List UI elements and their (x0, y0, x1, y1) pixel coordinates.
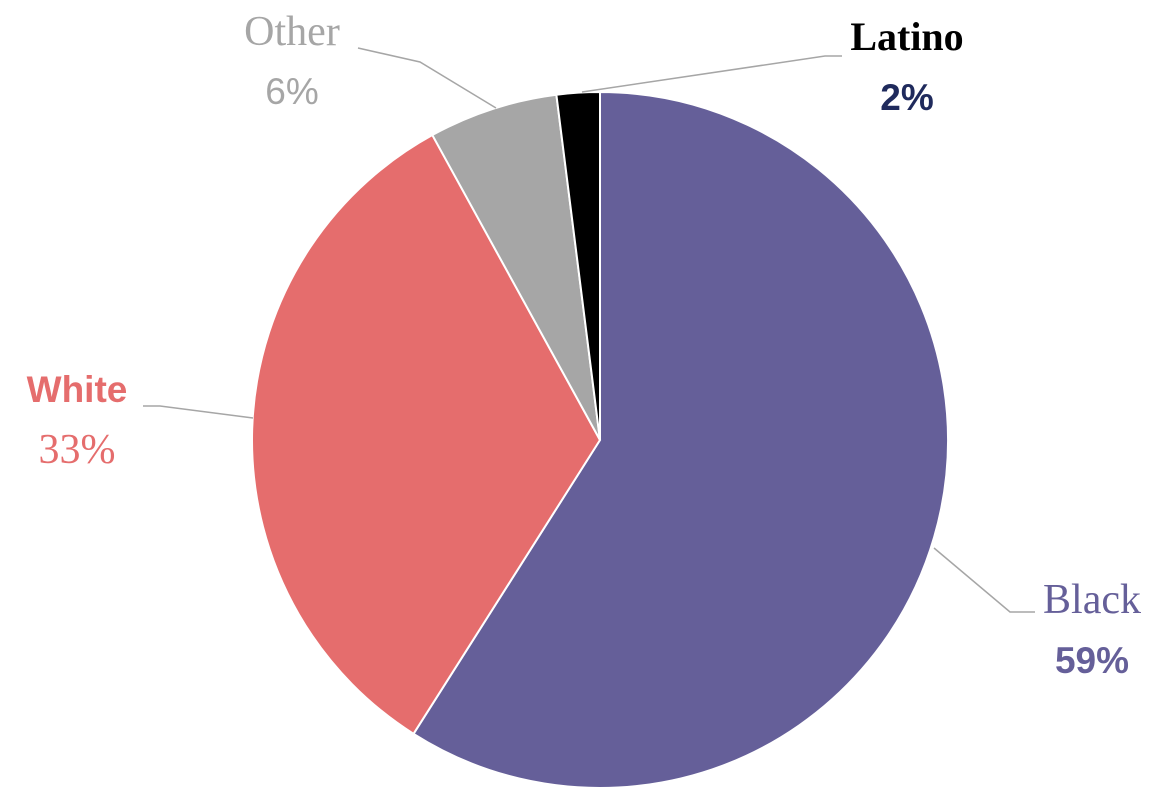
pie-slice-black (412, 90, 949, 789)
slice-labels: Black 59% White 33% Other 6% Latino 2% (27, 9, 1141, 681)
slice-value-white: 33% (39, 427, 116, 473)
slice-value-other: 6% (265, 71, 318, 112)
leader-line-other (357, 47, 497, 109)
leader-line-white (143, 405, 254, 419)
pie-slices (251, 90, 949, 789)
leader-line-black (933, 547, 1035, 613)
slice-value-black: 59% (1055, 640, 1129, 681)
slice-label-latino: Latino (850, 14, 963, 59)
slice-label-white: White (27, 369, 128, 410)
pie-slice-latino (555, 90, 601, 441)
slice-label-other: Other (244, 9, 340, 55)
leader-line-latino (581, 55, 842, 93)
leader-lines (143, 47, 1035, 613)
pie-slice-white (251, 133, 602, 736)
slice-label-black: Black (1043, 577, 1141, 623)
slice-value-latino: 2% (880, 77, 933, 118)
pie-slice-other (430, 93, 601, 441)
